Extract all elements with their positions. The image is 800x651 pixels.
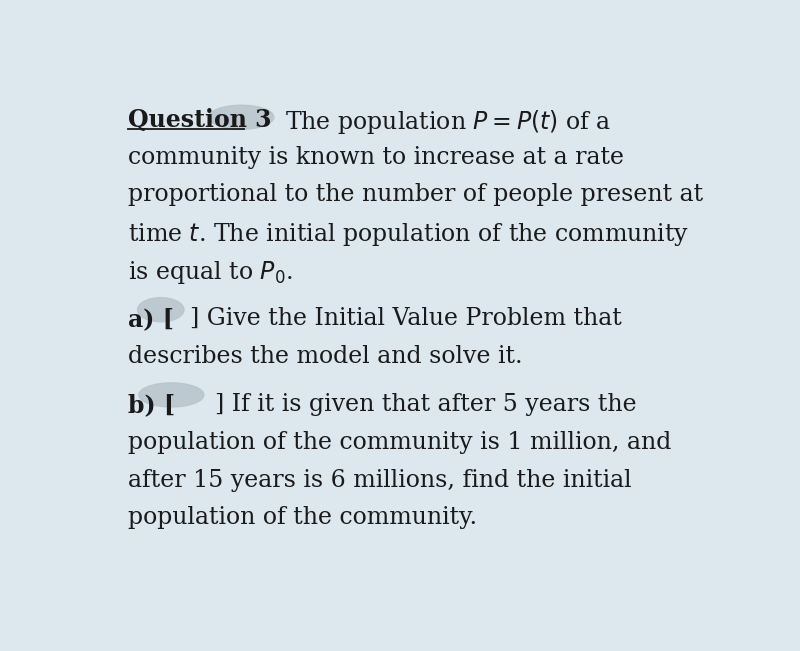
- Ellipse shape: [209, 105, 274, 130]
- Text: time $t$. The initial population of the community: time $t$. The initial population of the …: [128, 221, 690, 248]
- Text: community is known to increase at a rate: community is known to increase at a rate: [128, 146, 624, 169]
- Text: ] Give the Initial Value Problem that: ] Give the Initial Value Problem that: [190, 307, 622, 330]
- Ellipse shape: [138, 383, 204, 407]
- Text: describes the model and solve it.: describes the model and solve it.: [128, 345, 522, 368]
- Text: population of the community.: population of the community.: [128, 506, 477, 529]
- Text: ] If it is given that after 5 years the: ] If it is given that after 5 years the: [214, 393, 636, 417]
- Text: a) [: a) [: [128, 307, 174, 331]
- Text: The population $P = P(t)$ of a: The population $P = P(t)$ of a: [285, 108, 611, 136]
- Text: Question 3: Question 3: [128, 108, 271, 132]
- Text: is equal to $P_0$.: is equal to $P_0$.: [128, 258, 293, 286]
- Text: proportional to the number of people present at: proportional to the number of people pre…: [128, 184, 703, 206]
- Ellipse shape: [138, 298, 184, 322]
- Text: population of the community is 1 million, and: population of the community is 1 million…: [128, 431, 671, 454]
- Text: b) [: b) [: [128, 393, 175, 417]
- Text: after 15 years is 6 millions, find the initial: after 15 years is 6 millions, find the i…: [128, 469, 631, 492]
